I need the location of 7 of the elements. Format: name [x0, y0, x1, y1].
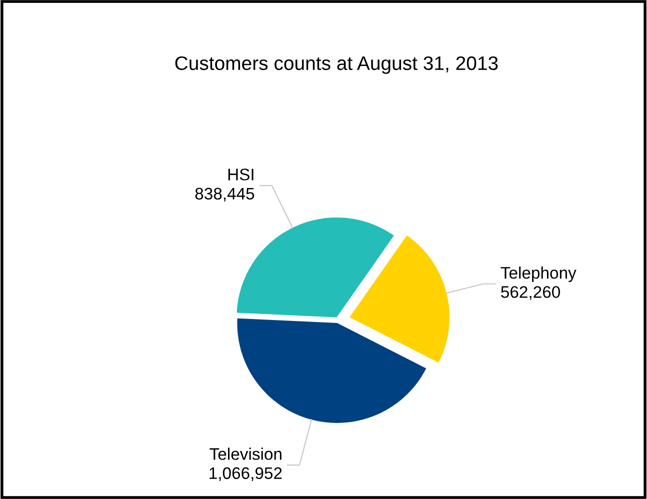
- data-label: 1,066,952: [210, 467, 282, 482]
- slice-label: Television: [210, 448, 282, 460]
- chart-title: Customers counts at August 31, 2013: [175, 56, 498, 74]
- slice-label: Telephony: [500, 266, 576, 282]
- slice-label: HSI: [228, 168, 254, 180]
- data-label: 562,260: [501, 286, 560, 300]
- data-label: 838,445: [195, 188, 254, 202]
